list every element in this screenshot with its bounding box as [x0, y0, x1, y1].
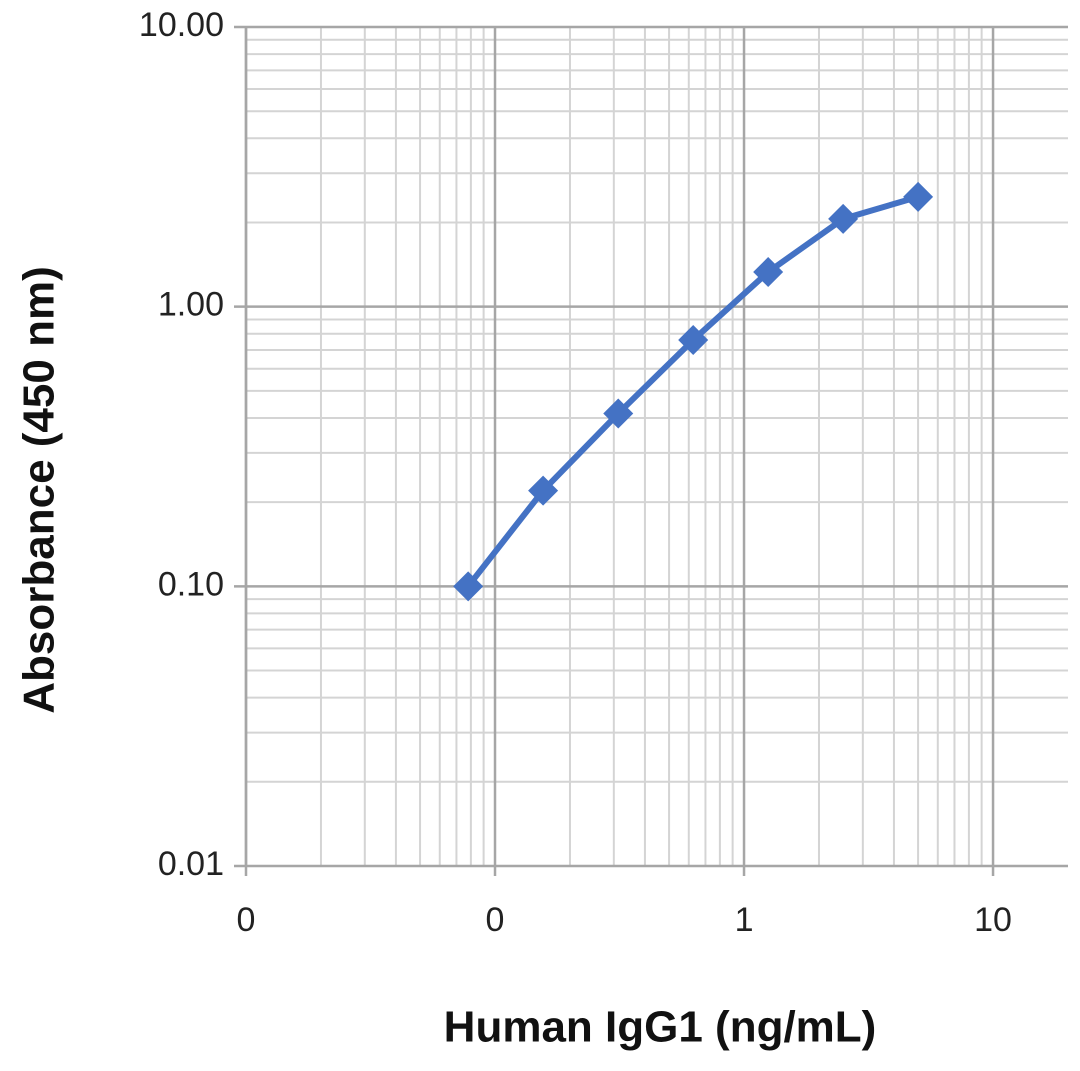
x-tick-label: 0 — [237, 901, 256, 939]
y-tick-label: 10.00 — [139, 6, 224, 44]
marker — [678, 324, 709, 355]
marker — [603, 398, 634, 429]
marker — [903, 181, 934, 212]
x-axis-title: Human IgG1 (ng/mL) — [444, 1003, 877, 1052]
marker — [828, 203, 859, 234]
x-tick-label: 1 — [735, 901, 754, 939]
y-tick-label: 0.01 — [158, 845, 224, 883]
marker — [753, 257, 784, 288]
x-tick-label: 0 — [486, 901, 505, 939]
x-tick-label: 10 — [974, 901, 1012, 939]
marker — [453, 571, 484, 602]
y-axis-title: Absorbance (450 nm) — [15, 266, 64, 713]
marker — [528, 475, 559, 506]
y-tick-label: 0.10 — [158, 565, 224, 603]
y-tick-label: 1.00 — [158, 286, 224, 324]
